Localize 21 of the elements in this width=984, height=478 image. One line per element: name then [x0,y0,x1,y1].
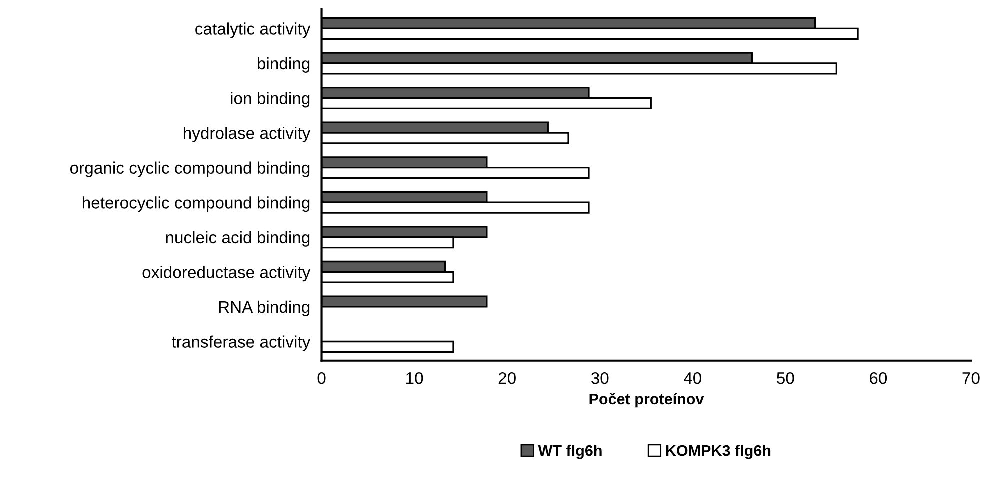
y-tick-label: heterocyclic compound binding [82,196,310,212]
legend-label: KOMPK3 flg6h [666,444,771,460]
x-axis-title: Počet proteínov [590,393,704,408]
x-tick-label: 10 [406,372,424,384]
x-tick-label: 60 [870,372,888,384]
y-tick-label: ion binding [231,92,310,108]
y-tick-label: RNA binding [219,300,310,316]
y-tick-label: hydrolase activity [184,127,311,143]
y-tick-label: catalytic activity [196,22,311,38]
x-tick-label: 30 [591,372,609,384]
y-tick-label: binding [258,57,310,73]
y-tick-label: transferase activity [172,336,311,352]
legend-label: WT flg6h [538,444,602,460]
y-tick-label: oxidoreductase activity [142,266,311,282]
y-tick-label: nucleic acid binding [166,231,310,247]
x-tick-label: 20 [498,372,516,384]
x-tick-label: 50 [777,372,794,384]
x-tick-label: 40 [684,372,702,384]
x-tick-label: 70 [962,372,980,384]
x-tick-label: 0 [318,372,326,384]
y-tick-label: organic cyclic compound binding [70,162,310,178]
